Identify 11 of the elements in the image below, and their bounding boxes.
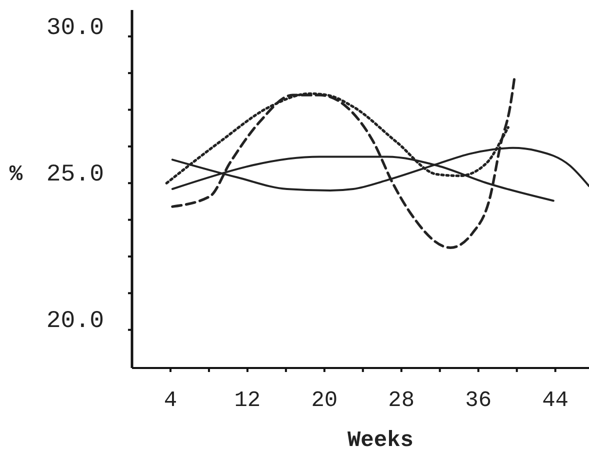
- y-tick-label: 30.0: [46, 14, 104, 42]
- x-tick-label: 44: [542, 388, 569, 413]
- y-tick-label: 25.0: [46, 161, 104, 188]
- x-tick-label: 12: [234, 388, 261, 413]
- y-tick-label: 20.0: [46, 308, 104, 336]
- x-tick-label: 20: [311, 388, 338, 413]
- x-tick-label: 36: [465, 388, 492, 413]
- y-axis-title: %: [9, 162, 24, 187]
- x-tick-label: 4: [164, 388, 178, 413]
- x-tick-label: 28: [388, 388, 415, 413]
- x-axis-title: Weeks: [347, 428, 414, 452]
